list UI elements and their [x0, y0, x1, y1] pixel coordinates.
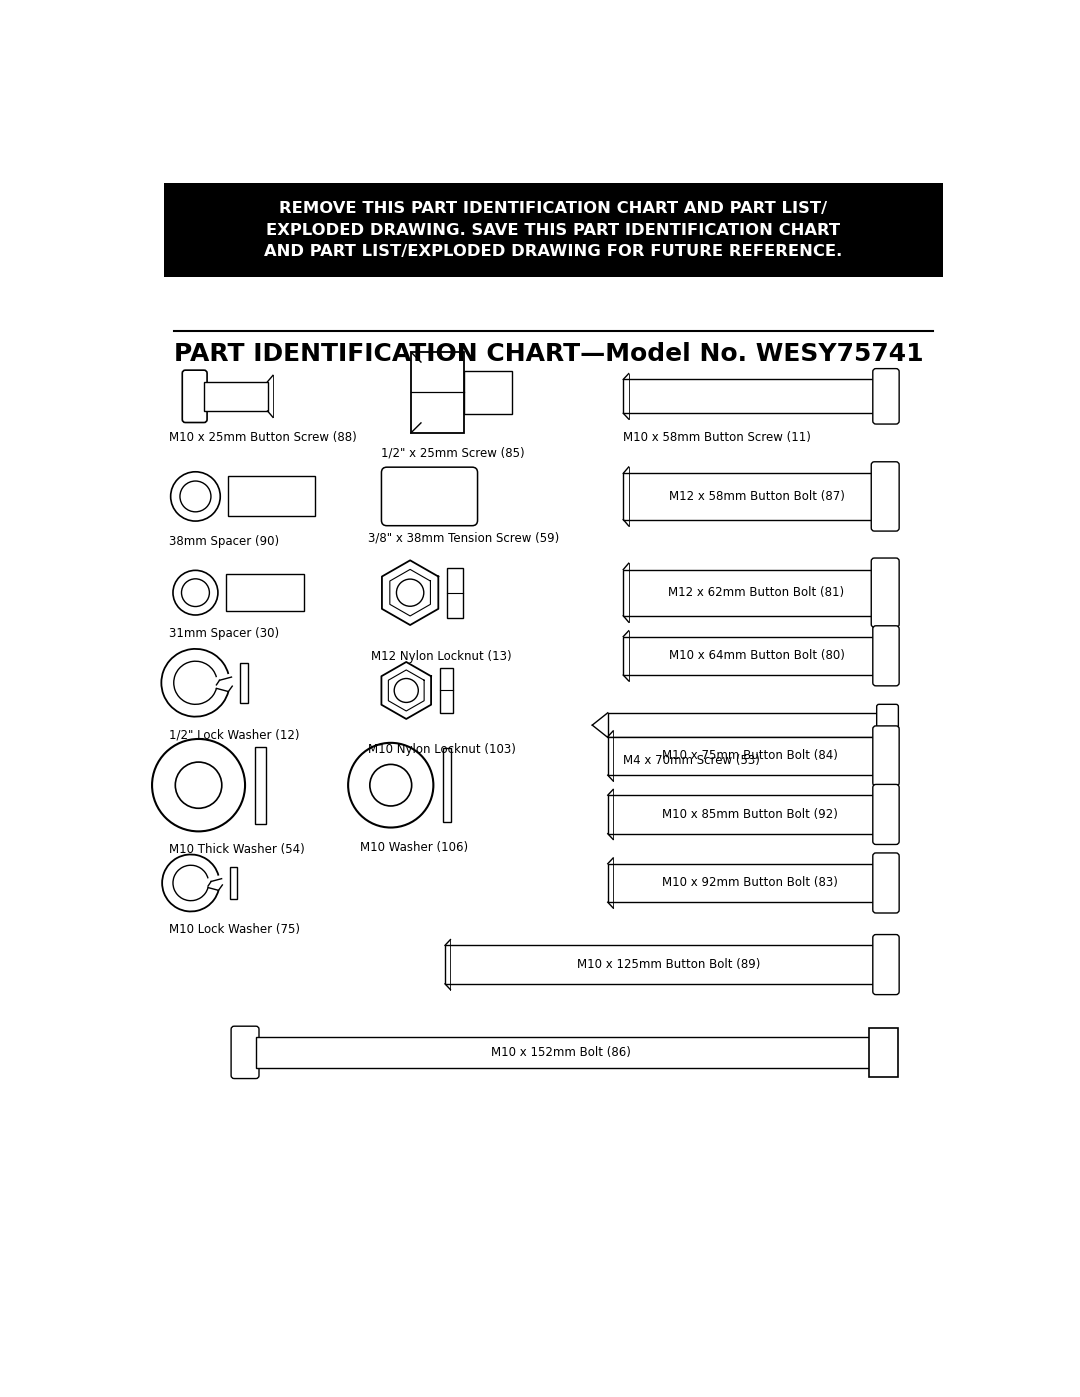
Text: M10 Lock Washer (75): M10 Lock Washer (75) — [170, 923, 300, 936]
Text: M10 Washer (106): M10 Washer (106) — [360, 841, 468, 854]
Text: 31mm Spacer (30): 31mm Spacer (30) — [170, 627, 280, 640]
FancyBboxPatch shape — [228, 476, 314, 517]
Text: M10 x 75mm Button Bolt (84): M10 x 75mm Button Bolt (84) — [662, 749, 837, 763]
FancyBboxPatch shape — [873, 935, 900, 995]
FancyBboxPatch shape — [873, 726, 900, 787]
FancyBboxPatch shape — [623, 570, 875, 616]
Text: M12 x 58mm Button Bolt (87): M12 x 58mm Button Bolt (87) — [669, 490, 845, 503]
Text: M10 x 85mm Button Bolt (92): M10 x 85mm Button Bolt (92) — [662, 807, 837, 821]
FancyBboxPatch shape — [873, 854, 900, 914]
FancyBboxPatch shape — [440, 668, 454, 712]
FancyBboxPatch shape — [230, 866, 238, 900]
Text: M10 x 64mm Button Bolt (80): M10 x 64mm Button Bolt (80) — [670, 650, 846, 662]
FancyBboxPatch shape — [608, 736, 876, 775]
FancyBboxPatch shape — [240, 662, 248, 703]
FancyBboxPatch shape — [164, 183, 943, 277]
Text: M10 x 152mm Bolt (86): M10 x 152mm Bolt (86) — [491, 1046, 631, 1059]
FancyBboxPatch shape — [463, 372, 512, 414]
FancyBboxPatch shape — [255, 746, 266, 824]
FancyBboxPatch shape — [410, 352, 463, 433]
FancyBboxPatch shape — [623, 637, 876, 675]
FancyBboxPatch shape — [381, 467, 477, 525]
FancyBboxPatch shape — [873, 626, 900, 686]
FancyBboxPatch shape — [608, 795, 876, 834]
Text: 38mm Spacer (90): 38mm Spacer (90) — [170, 535, 280, 548]
Text: 1/2" Lock Washer (12): 1/2" Lock Washer (12) — [170, 729, 299, 742]
FancyBboxPatch shape — [873, 784, 900, 844]
Text: M10 x 125mm Button Bolt (89): M10 x 125mm Button Bolt (89) — [577, 958, 760, 971]
FancyBboxPatch shape — [183, 370, 207, 422]
FancyBboxPatch shape — [608, 863, 876, 902]
FancyBboxPatch shape — [444, 749, 451, 823]
FancyBboxPatch shape — [877, 704, 899, 746]
Text: M10 x 92mm Button Bolt (83): M10 x 92mm Button Bolt (83) — [662, 876, 837, 890]
Text: PART IDENTIFICATION CHART—Model No. WESY75741: PART IDENTIFICATION CHART—Model No. WESY… — [174, 342, 923, 366]
Text: M10 Thick Washer (54): M10 Thick Washer (54) — [170, 842, 305, 856]
FancyBboxPatch shape — [231, 1027, 259, 1078]
FancyBboxPatch shape — [623, 380, 876, 414]
FancyBboxPatch shape — [447, 567, 463, 617]
Text: M10 x 58mm Button Screw (11): M10 x 58mm Button Screw (11) — [623, 432, 811, 444]
Text: 1/2" x 25mm Screw (85): 1/2" x 25mm Screw (85) — [381, 447, 525, 460]
FancyBboxPatch shape — [623, 474, 875, 520]
FancyBboxPatch shape — [204, 381, 268, 411]
Text: M12 x 62mm Button Bolt (81): M12 x 62mm Button Bolt (81) — [669, 587, 845, 599]
FancyBboxPatch shape — [227, 574, 303, 610]
FancyBboxPatch shape — [445, 946, 876, 983]
Text: M12 Nylon Locknut (13): M12 Nylon Locknut (13) — [372, 651, 512, 664]
FancyBboxPatch shape — [873, 369, 900, 425]
Text: M10 x 25mm Button Screw (88): M10 x 25mm Button Screw (88) — [170, 432, 356, 444]
FancyBboxPatch shape — [872, 557, 900, 627]
FancyBboxPatch shape — [869, 1028, 897, 1077]
Text: M10 Nylon Locknut (103): M10 Nylon Locknut (103) — [367, 743, 515, 756]
Text: 3/8" x 38mm Tension Screw (59): 3/8" x 38mm Tension Screw (59) — [367, 532, 558, 545]
FancyBboxPatch shape — [256, 1037, 870, 1067]
Text: REMOVE THIS PART IDENTIFICATION CHART AND PART LIST/
EXPLODED DRAWING. SAVE THIS: REMOVE THIS PART IDENTIFICATION CHART AN… — [265, 201, 842, 258]
FancyBboxPatch shape — [608, 712, 879, 738]
Text: M4 x 70mm Screw (53): M4 x 70mm Screw (53) — [623, 754, 760, 767]
FancyBboxPatch shape — [872, 462, 900, 531]
